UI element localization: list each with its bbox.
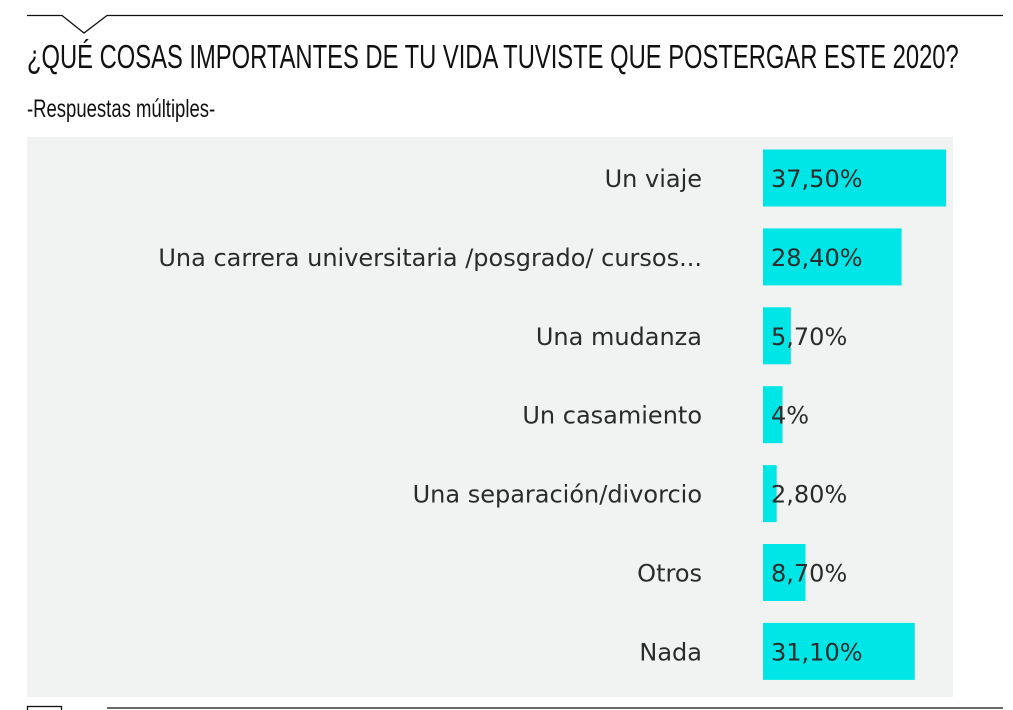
chart-panel: Un viaje 37,50% Una carrera universitaria … (27, 137, 953, 697)
bar (763, 149, 946, 207)
bar (763, 622, 915, 680)
bar-chart: Un viaje 37,50% Una carrera universitaria … (158, 149, 946, 680)
value-label: 5,70% (771, 323, 847, 351)
value-label: 2,80% (771, 481, 847, 509)
category-label: Nada (639, 638, 702, 666)
value-label: 8,70% (771, 560, 847, 588)
bar (763, 228, 902, 286)
chart-subtitle: -Respuestas múltiples- (27, 95, 216, 123)
category-label: Una carrera universitaria /posgrado/ cur… (158, 244, 702, 272)
value-label: 31,10% (771, 638, 863, 666)
category-label: Una mudanza (536, 323, 702, 351)
value-label: 37,50% (771, 165, 863, 193)
category-label: Otros (637, 560, 702, 588)
bar (763, 386, 783, 444)
chart-title: ¿QUÉ COSAS IMPORTANTES DE TU VIDA TUVIST… (27, 38, 959, 75)
bar (763, 544, 806, 601)
value-label: 28,40% (771, 244, 863, 272)
bar (763, 307, 791, 365)
category-label: Un casamiento (522, 402, 702, 430)
bar (763, 465, 777, 523)
category-label: Un viaje (605, 165, 702, 193)
category-label: Una separación/divorcio (413, 481, 702, 509)
value-label: 4% (771, 402, 809, 430)
